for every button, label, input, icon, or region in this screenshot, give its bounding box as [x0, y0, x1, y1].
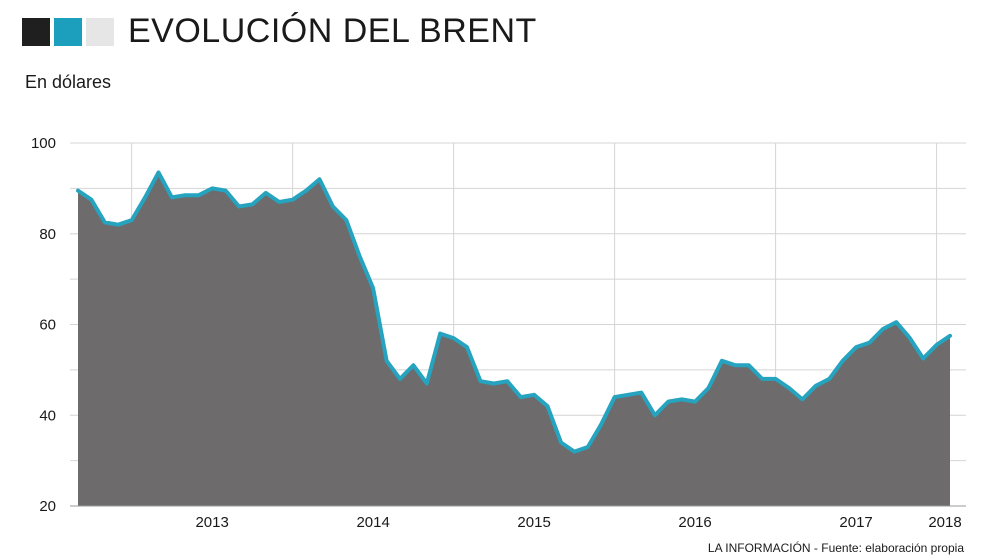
series-line	[76, 170, 952, 454]
chart-header: EVOLUCIÓN DEL BRENT	[22, 12, 537, 51]
chart-footer: LA INFORMACIÓN - Fuente: elaboración pro…	[707, 541, 964, 555]
legend-square-blue	[54, 17, 82, 46]
x-tick-label: 2017	[839, 514, 872, 531]
y-tick-label: 20	[39, 498, 56, 515]
chart-title: EVOLUCIÓN DEL BRENT	[128, 12, 537, 50]
chart-subtitle: En dólares	[25, 72, 112, 92]
x-tick-label: 2013	[195, 514, 228, 531]
y-tick-label: 100	[31, 135, 56, 152]
legend-square-light	[86, 17, 114, 46]
y-tick-label: 40	[39, 407, 56, 424]
x-tick-label: 2016	[678, 514, 711, 531]
x-tick-label: 2018	[928, 514, 961, 531]
legend-square-dark	[22, 17, 50, 46]
x-tick-label: 2015	[517, 514, 550, 531]
y-tick-label: 80	[39, 226, 56, 243]
series-area	[78, 172, 950, 506]
x-tick-label: 2014	[356, 514, 389, 531]
y-tick-label: 60	[39, 317, 56, 334]
